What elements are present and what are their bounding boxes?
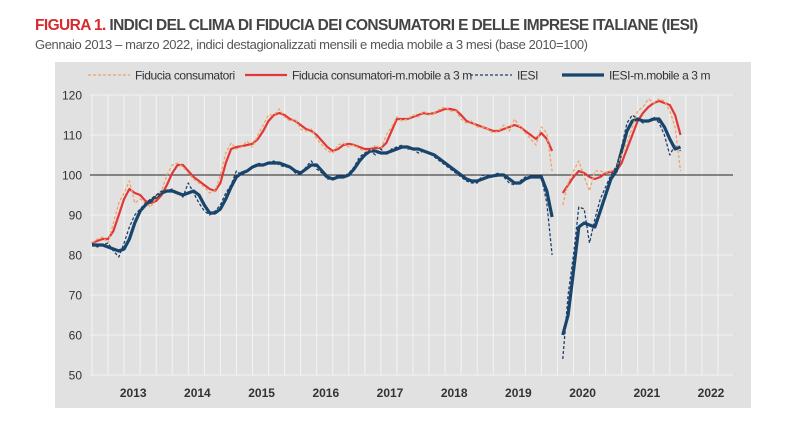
y-tick-label: 50	[69, 369, 83, 383]
legend-item: IESI-m.mobile a 3 m	[562, 69, 711, 83]
legend-item: Fiducia consumatori	[88, 69, 235, 83]
figure-title: FIGURA 1. INDICI DEL CLIMA DI FIDUCIA DE…	[35, 17, 698, 35]
x-tick-label: 2019	[505, 386, 532, 400]
figure-subtitle: Gennaio 2013 – marzo 2022, indici destag…	[35, 37, 588, 52]
legend-label: Fiducia consumatori-m.mobile a 3 m	[292, 69, 472, 83]
x-tick-label: 2014	[184, 386, 211, 400]
legend-item: IESI	[470, 69, 539, 83]
legend-label: Fiducia consumatori	[135, 69, 235, 83]
legend-label: IESI	[517, 69, 538, 83]
x-tick-label: 2021	[633, 386, 660, 400]
series-line-iesi	[91, 114, 681, 360]
x-tick-label: 2013	[120, 386, 147, 400]
y-tick-label: 120	[62, 89, 82, 103]
legend: Fiducia consumatori Fiducia consumatori-m…	[88, 69, 711, 83]
y-tick-label: 100	[62, 169, 82, 183]
x-tick-label: 2016	[312, 386, 339, 400]
x-tick-label: 2015	[248, 386, 275, 400]
x-tick-label: 2018	[441, 386, 468, 400]
legend-item: Fiducia consumatori-m.mobile a 3 m	[245, 69, 473, 83]
figure-title-text: INDICI DEL CLIMA DI FIDUCIA DEI CONSUMAT…	[105, 17, 698, 34]
grid	[90, 94, 733, 376]
series-lines	[91, 98, 682, 360]
y-tick-label: 70	[69, 289, 83, 303]
y-tick-label: 60	[69, 329, 83, 343]
y-tick-label: 90	[69, 209, 83, 223]
x-axis: 2013 2014 2015 2016 2017 2018 2019 2020 2021 2022	[120, 386, 725, 400]
y-tick-label: 80	[69, 249, 83, 263]
legend-label: IESI-m.mobile a 3 m	[609, 69, 711, 83]
y-tick-label: 110	[63, 129, 82, 143]
figure-number: FIGURA 1.	[35, 17, 106, 34]
chart-background	[55, 62, 751, 408]
series-line-fiducia-consumatori	[91, 98, 682, 244]
x-tick-label: 2022	[698, 386, 725, 400]
series-line-iesi-m-mobile-a-3-m	[92, 117, 682, 336]
y-axis: 50 60 70 80 90 100 110 120	[62, 89, 82, 383]
x-tick-label: 2020	[569, 386, 596, 400]
x-tick-label: 2017	[377, 386, 404, 400]
